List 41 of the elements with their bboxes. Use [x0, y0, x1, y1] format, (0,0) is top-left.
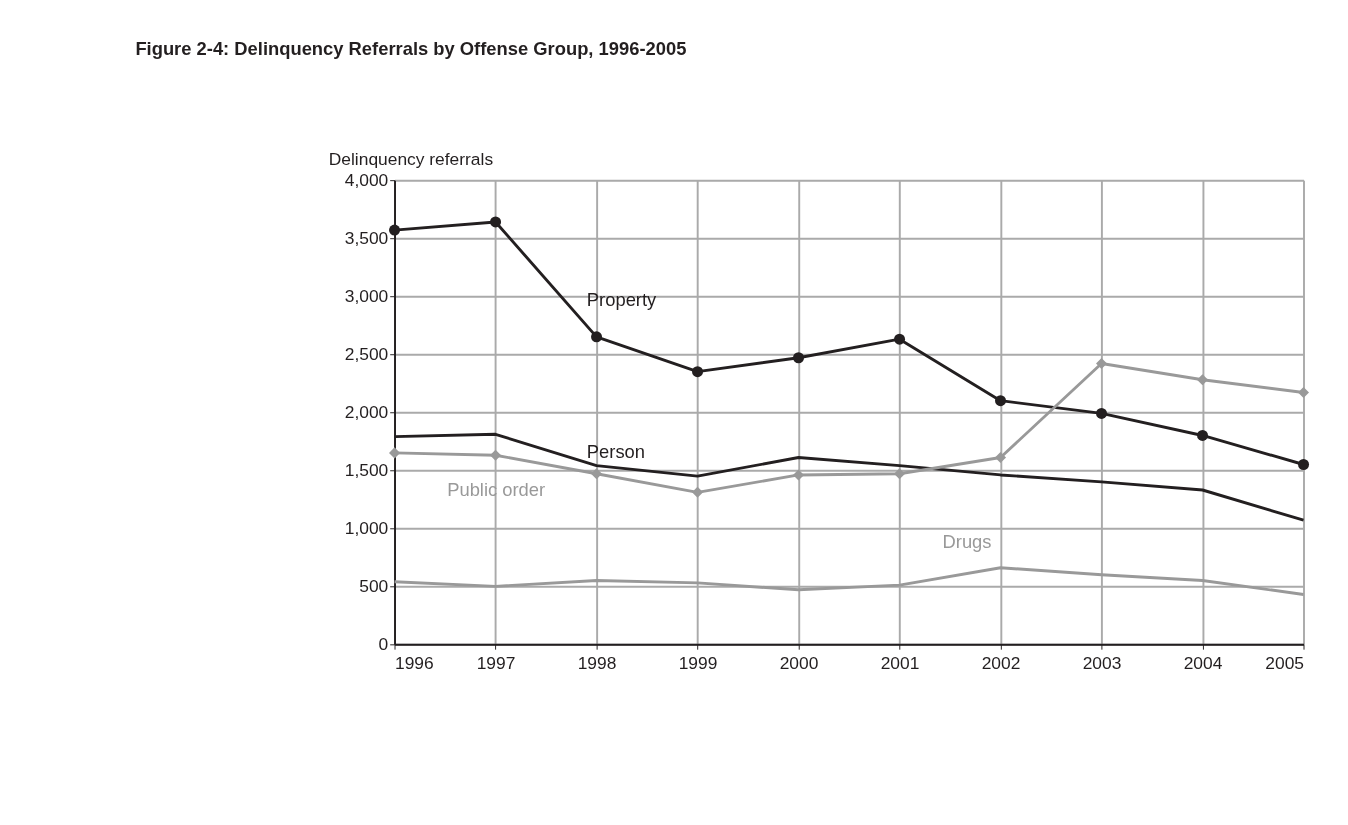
- x-tick-label: 1996: [395, 653, 434, 674]
- series-label: Person: [586, 440, 646, 462]
- y-tick-label: 3,500: [344, 227, 389, 248]
- point: [995, 395, 1007, 407]
- x-tick-label: 1997: [476, 653, 516, 674]
- point: [490, 449, 502, 461]
- point: [591, 331, 603, 343]
- y-tick-label: 0: [378, 633, 389, 654]
- y-tick-label: 3,000: [344, 285, 389, 306]
- y-tick-label: 1,000: [344, 517, 389, 538]
- point: [793, 352, 805, 364]
- x-tick-label: 2003: [1082, 653, 1122, 674]
- x-tick-label: 2001: [880, 653, 920, 674]
- x-tick-label: 2002: [981, 653, 1021, 674]
- y-tick-label: 500: [359, 575, 389, 596]
- x-tick-label: 2004: [1183, 653, 1223, 674]
- point: [490, 216, 502, 228]
- x-tick-label: 2000: [779, 653, 819, 674]
- point: [995, 452, 1007, 464]
- y-tick-label: 4,000: [344, 169, 389, 190]
- point: [692, 366, 704, 378]
- y-tick-label: 1,500: [344, 459, 389, 480]
- point: [894, 333, 906, 345]
- point: [1298, 387, 1310, 399]
- point: [389, 224, 401, 236]
- line-series: [393, 566, 1305, 596]
- x-tick-label: 2005: [1265, 653, 1304, 674]
- point: [1096, 358, 1108, 370]
- x-tick-label: 1998: [577, 653, 617, 674]
- point: [1197, 429, 1209, 441]
- x-tick-label: 1999: [678, 653, 718, 674]
- point: [1298, 458, 1310, 470]
- point: [1096, 407, 1108, 419]
- point: [591, 468, 603, 480]
- y-axis-title: Delinquency referrals: [328, 148, 494, 169]
- chart-title: Figure 2-4: Delinquency Referrals by Offense Group, 1996-2005: [135, 38, 687, 60]
- series-label: Property: [586, 288, 658, 310]
- y-tick-label: 2,000: [344, 401, 389, 422]
- series-label: Drugs: [942, 531, 992, 553]
- point: [894, 468, 906, 480]
- y-tick-label: 2,500: [344, 343, 389, 364]
